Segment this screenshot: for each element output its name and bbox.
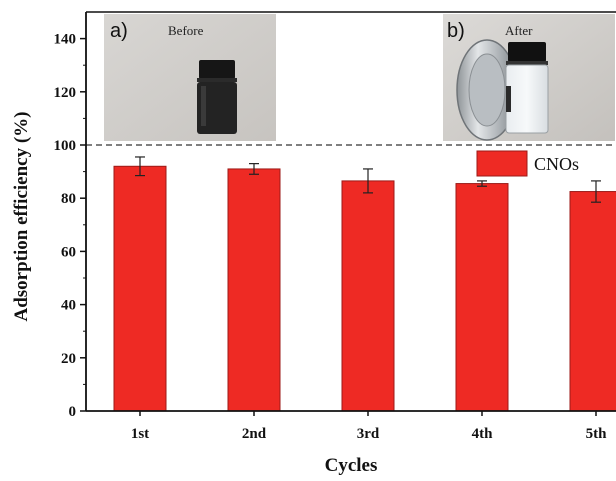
bar-2nd (227, 168, 281, 412)
y-axis-title: Adsorption efficiency (%) (11, 111, 32, 321)
vial-dark-dispersion (197, 60, 237, 134)
y-tick-label: 20 (61, 351, 76, 367)
y-tick-label: 40 (61, 298, 76, 314)
vial-clear-solution (505, 42, 549, 134)
inset-b-letter: b) (447, 20, 465, 42)
inset-a-caption: Before (168, 23, 204, 38)
y-tick-label: 80 (61, 191, 76, 207)
bar-3rd (341, 180, 395, 412)
x-tick-label: 5th (586, 426, 607, 442)
y-tick-label: 60 (61, 244, 76, 260)
y-tick-label: 120 (54, 85, 77, 101)
bar-5th (569, 191, 616, 412)
y-tick-label: 0 (69, 404, 77, 420)
y-tick-label: 140 (54, 32, 77, 48)
bar-1st (113, 165, 167, 412)
y-tick-label: 100 (54, 138, 77, 154)
inset-photo-before: a) Before (104, 14, 276, 141)
x-tick-label: 3rd (357, 426, 380, 442)
inset-b-caption: After (505, 23, 533, 38)
plot-area: 1st 2nd 3rd 4th 5th 0 20 40 60 80 100 120 140 Cycles A… (11, 11, 616, 476)
bar-4th (455, 183, 509, 412)
x-tick-label: 4th (472, 426, 493, 442)
x-tick-label: 2nd (242, 426, 267, 442)
inset-photo-after: b) After (443, 14, 615, 141)
legend-swatch-cnos (476, 150, 528, 177)
x-tick-label: 1st (131, 426, 149, 442)
inset-a-letter: a) (110, 20, 128, 42)
magnet (456, 39, 518, 141)
legend-label-cnos: CNOs (534, 154, 579, 174)
x-axis-title: Cycles (325, 455, 378, 476)
